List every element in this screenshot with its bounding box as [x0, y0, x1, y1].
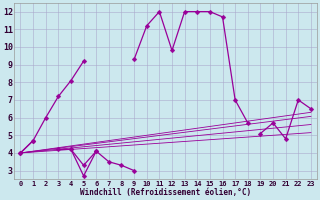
X-axis label: Windchill (Refroidissement éolien,°C): Windchill (Refroidissement éolien,°C): [80, 188, 251, 197]
